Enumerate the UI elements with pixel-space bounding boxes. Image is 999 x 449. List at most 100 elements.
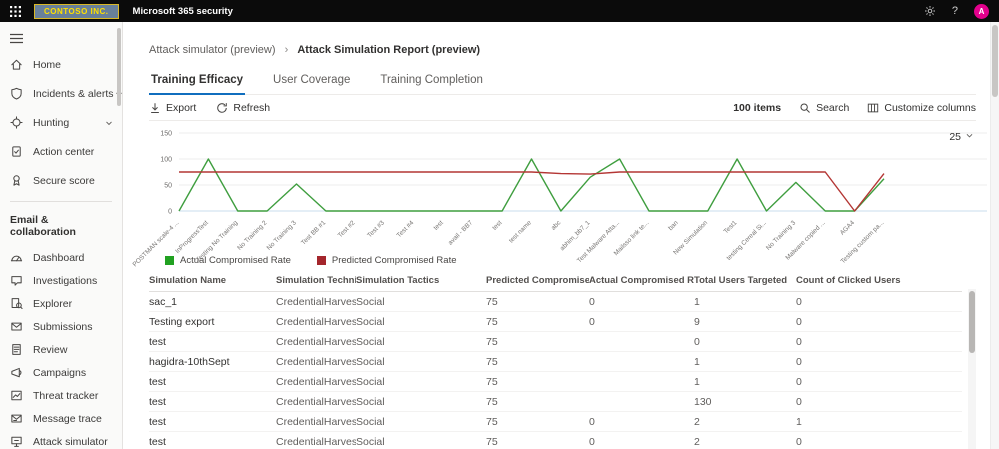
- sidebar-item-explorer[interactable]: Explorer: [0, 292, 122, 315]
- cell-count-of-clicked-users: 1: [796, 415, 802, 428]
- simulations-table: Simulation Name Simulation TechniqueSimul…: [149, 271, 976, 449]
- table-row[interactable]: sac_1 CredentialHarvestingSocial 75 0 1 0: [149, 292, 962, 312]
- column-header-actual-compromised-rate[interactable]: Actual Compromised Rate: [589, 275, 694, 286]
- sidebar-primary-nav: Home Incidents & alerts Hunting Action cent…: [0, 50, 122, 195]
- svg-text:Test #3: Test #3: [366, 219, 386, 239]
- sidebar-item-review[interactable]: Review: [0, 338, 122, 361]
- cell-simulation-name: test: [149, 435, 166, 448]
- table-scrollbar-thumb[interactable]: [969, 291, 975, 353]
- cell-simulation-technique: CredentialHarvesting: [276, 415, 356, 428]
- column-header-total-users-targeted[interactable]: Total Users Targeted: [694, 275, 788, 286]
- svg-text:No Training 3: No Training 3: [266, 219, 299, 252]
- cell-actual-compromised-rate: 0: [589, 435, 595, 448]
- column-header-simulation-technique[interactable]: Simulation Technique: [276, 275, 356, 286]
- items-count: 100 items: [733, 101, 782, 114]
- review-icon: [10, 343, 24, 357]
- sidebar-item-message-trace[interactable]: Message trace: [0, 407, 122, 430]
- column-header-predicted-compromised-rate[interactable]: Predicted Compromised Rate: [486, 275, 589, 286]
- cell-simulation-technique: CredentialHarvesting: [276, 375, 356, 388]
- svg-text:test name: test name: [508, 219, 533, 244]
- sidebar-item-secure-score[interactable]: Secure score: [0, 166, 122, 195]
- table-row[interactable]: test CredentialHarvestingSocial 75 0 2 1: [149, 412, 962, 432]
- column-header-simulation-tactics[interactable]: Simulation Tactics: [356, 275, 440, 286]
- cell-total-users-targeted: 0: [694, 335, 700, 348]
- sidebar-item-threat-tracker[interactable]: Threat tracker: [0, 384, 122, 407]
- settings-gear-icon[interactable]: [924, 5, 936, 17]
- help-icon[interactable]: ?: [951, 5, 958, 17]
- cell-simulation-tactics: Social: [356, 315, 385, 328]
- table-scrollbar[interactable]: [968, 289, 976, 449]
- svg-text:ban: ban: [667, 219, 680, 232]
- customize-columns-button[interactable]: Customize columns: [867, 102, 976, 114]
- sidebar: Home Incidents & alerts Hunting Action cent…: [0, 22, 123, 449]
- cell-simulation-technique: CredentialHarvesting: [276, 295, 356, 308]
- cell-simulation-technique: CredentialHarvesting: [276, 355, 356, 368]
- product-title: Microsoft 365 security: [132, 5, 233, 17]
- org-logo[interactable]: CONTOSO INC.: [34, 3, 119, 19]
- svg-text:50: 50: [164, 183, 172, 190]
- tab-training-efficacy[interactable]: Training Efficacy: [149, 70, 246, 95]
- sidebar-item-incidents-alerts[interactable]: Incidents & alerts: [0, 79, 122, 108]
- sidebar-item-investigations[interactable]: Investigations: [0, 269, 122, 292]
- sidebar-item-dashboard[interactable]: Dashboard: [0, 246, 122, 269]
- column-header-simulation-name[interactable]: Simulation Name: [149, 275, 227, 286]
- cell-predicted-compromised-rate: 75: [486, 315, 498, 328]
- cell-simulation-tactics: Social: [356, 375, 385, 388]
- cell-total-users-targeted: 1: [694, 295, 700, 308]
- svg-text:test: test: [432, 219, 444, 231]
- refresh-icon: [216, 102, 228, 114]
- page-scrollbar[interactable]: [990, 22, 999, 449]
- column-header-count-of-clicked-users[interactable]: Count of Clicked Users: [796, 275, 901, 286]
- table-row[interactable]: test CredentialHarvestingSocial 75 130 0: [149, 392, 962, 412]
- table-row[interactable]: Testing export CredentialHarvestingSocial…: [149, 312, 962, 332]
- tab-user-coverage[interactable]: User Coverage: [273, 74, 351, 86]
- chevron-down-icon: [104, 118, 114, 128]
- table-row[interactable]: test CredentialHarvestingSocial 75 0 0: [149, 332, 962, 352]
- tab-bar: Training Efficacy User Coverage Training C…: [149, 70, 976, 95]
- sidebar-scrollbar[interactable]: [117, 28, 121, 106]
- sidebar-item-home[interactable]: Home: [0, 50, 122, 79]
- svg-text:Test #4: Test #4: [396, 219, 416, 239]
- cell-total-users-targeted: 1: [694, 375, 700, 388]
- sidebar-item-submissions[interactable]: Submissions: [0, 315, 122, 338]
- avatar[interactable]: A: [974, 3, 989, 19]
- sidebar-item-attack-simulator[interactable]: Attack simulator: [0, 430, 122, 449]
- cell-count-of-clicked-users: 0: [796, 395, 802, 408]
- page-scrollbar-thumb[interactable]: [992, 25, 998, 97]
- cell-simulation-tactics: Social: [356, 355, 385, 368]
- cell-simulation-name: hagidra-10thSept: [149, 355, 230, 368]
- export-icon: [149, 102, 161, 114]
- svg-text:AGA4: AGA4: [839, 219, 856, 236]
- search-button[interactable]: Search: [799, 102, 849, 114]
- refresh-button[interactable]: Refresh: [216, 102, 270, 114]
- page-size-dropdown[interactable]: 25: [949, 131, 974, 143]
- tab-training-completion[interactable]: Training Completion: [380, 74, 483, 86]
- sidebar-item-hunting[interactable]: Hunting: [0, 108, 122, 137]
- svg-text:abc: abc: [550, 219, 563, 232]
- app-top-bar: CONTOSO INC. Microsoft 365 security ? A: [0, 0, 999, 22]
- dashboard-icon: [10, 251, 24, 265]
- sidebar-item-action-center[interactable]: Action center: [0, 137, 122, 166]
- app-launcher-icon[interactable]: [4, 0, 26, 22]
- threat-tracker-icon: [10, 389, 24, 403]
- breadcrumb-parent[interactable]: Attack simulator (preview): [149, 44, 276, 56]
- legend-swatch: [165, 256, 174, 265]
- training-efficacy-chart: 25 150 100 50 0 POSTMAN scale-4 ... InProgres…: [132, 123, 987, 268]
- table-row[interactable]: test CredentialHarvestingSocial 75 1 0: [149, 372, 962, 392]
- hamburger-menu-icon[interactable]: [0, 26, 30, 50]
- breadcrumb-current: Attack Simulation Report (preview): [297, 44, 481, 56]
- table-row[interactable]: test CredentialHarvestingSocial 75 0 2 0: [149, 432, 962, 449]
- cell-simulation-name: Testing export: [149, 315, 215, 328]
- cell-total-users-targeted: 9: [694, 315, 700, 328]
- main-content: Attack simulator (preview) › Attack Simu…: [124, 22, 990, 449]
- svg-text:avail - BB7: avail - BB7: [447, 219, 474, 246]
- cell-predicted-compromised-rate: 75: [486, 335, 498, 348]
- attack-simulator-icon: [10, 435, 24, 449]
- legend-item-predicted-compromised-rate: Predicted Compromised Rate: [316, 255, 457, 266]
- table-row[interactable]: hagidra-10thSept CredentialHarvestingSoci…: [149, 352, 962, 372]
- explorer-icon: [10, 297, 24, 311]
- export-button[interactable]: Export: [149, 102, 196, 114]
- sidebar-item-campaigns[interactable]: Campaigns: [0, 361, 122, 384]
- cell-simulation-name: test: [149, 395, 166, 408]
